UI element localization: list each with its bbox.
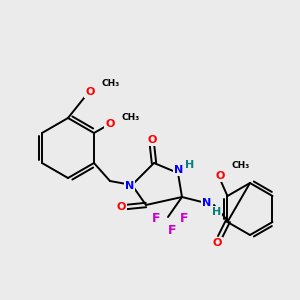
Text: N: N [125, 181, 135, 191]
Text: N: N [202, 198, 211, 208]
Text: CH₃: CH₃ [232, 161, 250, 170]
Text: F: F [152, 212, 160, 226]
Text: O: O [212, 238, 222, 248]
Text: CH₃: CH₃ [102, 80, 120, 88]
Text: H: H [212, 207, 222, 217]
Text: CH₃: CH₃ [122, 112, 140, 122]
Text: O: O [147, 135, 157, 145]
Text: O: O [85, 87, 95, 97]
Text: H: H [185, 160, 195, 170]
Text: O: O [116, 202, 126, 212]
Text: O: O [216, 171, 225, 181]
Text: N: N [174, 165, 184, 175]
Text: F: F [180, 212, 188, 224]
Text: F: F [168, 224, 176, 238]
Text: O: O [105, 119, 115, 129]
